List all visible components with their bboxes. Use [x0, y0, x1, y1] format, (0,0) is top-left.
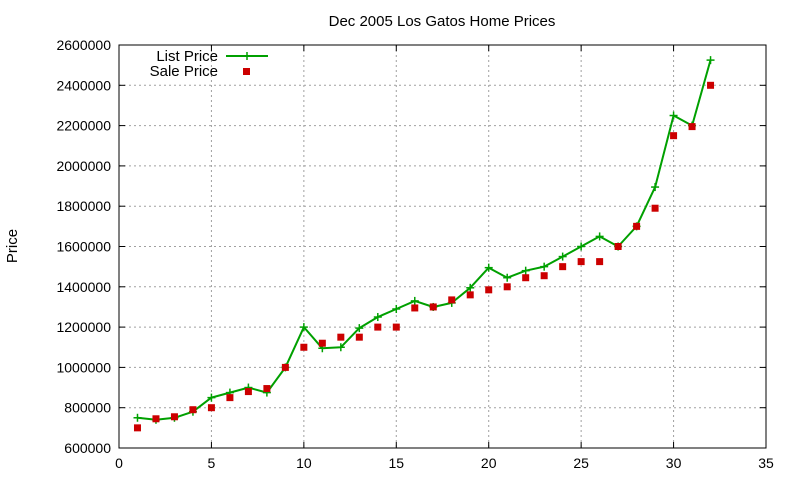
y-tick-label: 1600000	[56, 239, 111, 255]
list-price-point	[503, 273, 512, 282]
sale-price-point	[281, 363, 289, 371]
y-tick-label: 1800000	[56, 198, 111, 214]
sale-price-point	[189, 406, 197, 414]
list-price-point	[133, 413, 142, 422]
sale-price-point	[318, 339, 326, 347]
y-tick-label: 2200000	[56, 118, 111, 134]
axis-ticks: 0 5 10 15 20 25 30 35 600000 800000 1000000 1200000…	[56, 37, 774, 471]
sale-price-point	[226, 394, 234, 402]
sale-price-point	[337, 333, 345, 341]
plot-frame	[118, 44, 767, 449]
list-price-point	[410, 296, 419, 305]
y-tick-label: 800000	[64, 400, 111, 416]
y-tick-label: 600000	[64, 440, 111, 456]
x-tick-label: 20	[481, 455, 497, 471]
list-price-point	[392, 304, 401, 313]
sale-price-point	[429, 303, 437, 311]
list-price-point	[466, 283, 475, 292]
list-price-point	[484, 263, 493, 272]
y-tick-label: 1000000	[56, 359, 111, 375]
list-price-point	[207, 393, 216, 402]
sale-price-point	[670, 132, 678, 140]
sale-price-point	[374, 323, 382, 331]
list-price-point	[558, 252, 567, 261]
sale-price-point	[651, 204, 659, 212]
y-tick-label: 2000000	[56, 158, 111, 174]
legend-marker-sale-price	[243, 68, 250, 75]
sale-price-point	[614, 243, 622, 250]
sale-price-point	[466, 291, 474, 299]
y-tick-label: 2400000	[56, 77, 111, 93]
sale-price-point	[485, 286, 493, 294]
sale-price-point	[522, 274, 530, 282]
x-tick-label: 25	[573, 455, 589, 471]
list-price-point	[651, 183, 660, 192]
sale-price-point	[633, 222, 641, 230]
list-price-point	[706, 56, 715, 65]
list-price-point	[299, 323, 308, 332]
sale-price-point	[207, 404, 215, 412]
chart-title: Dec 2005 Los Gatos Home Prices	[329, 13, 556, 30]
sale-price-point	[244, 388, 252, 396]
legend-label-sale-price: Sale Price	[150, 63, 218, 80]
x-tick-label: 10	[296, 455, 312, 471]
list-price-point	[577, 242, 586, 251]
list-price-point	[336, 343, 345, 352]
sale-price-point	[133, 424, 141, 432]
list-price-point	[355, 324, 364, 333]
sale-price-point	[503, 283, 511, 291]
sale-price-point	[392, 323, 400, 331]
sale-price-point	[170, 413, 178, 421]
legend-marker-list-price	[243, 52, 251, 60]
x-tick-label: 35	[758, 455, 774, 471]
sale-price-point	[596, 258, 604, 266]
sale-price-point	[448, 296, 456, 304]
legend-label-list-price: List Price	[156, 48, 218, 65]
sale-price-point	[411, 304, 419, 312]
legend: List Price Sale Price	[150, 48, 268, 80]
x-tick-label: 30	[666, 455, 682, 471]
list-price-line	[137, 59, 712, 421]
list-price-point	[595, 232, 604, 241]
grid	[119, 45, 766, 448]
x-tick-label: 15	[388, 455, 404, 471]
sale-price-point	[263, 385, 271, 393]
sale-price-point	[577, 258, 585, 266]
list-price-point	[373, 313, 382, 322]
sale-price-point	[559, 263, 567, 271]
y-axis-label: Price	[4, 229, 21, 263]
list-price-point	[669, 111, 678, 120]
series-layer	[133, 56, 715, 432]
y-tick-label: 1400000	[56, 279, 111, 295]
sale-price-point	[707, 81, 715, 89]
y-tick-label: 1200000	[56, 319, 111, 335]
x-tick-label: 5	[208, 455, 216, 471]
sale-price-point	[152, 415, 160, 423]
sale-price-point	[300, 343, 308, 351]
x-tick-label: 0	[115, 455, 123, 471]
list-price-point	[521, 266, 530, 275]
y-tick-label: 2600000	[56, 37, 111, 53]
sale-price-point	[688, 123, 696, 131]
list-price-point	[540, 262, 549, 271]
sale-price-point	[355, 333, 363, 341]
sale-price-point	[540, 272, 548, 280]
